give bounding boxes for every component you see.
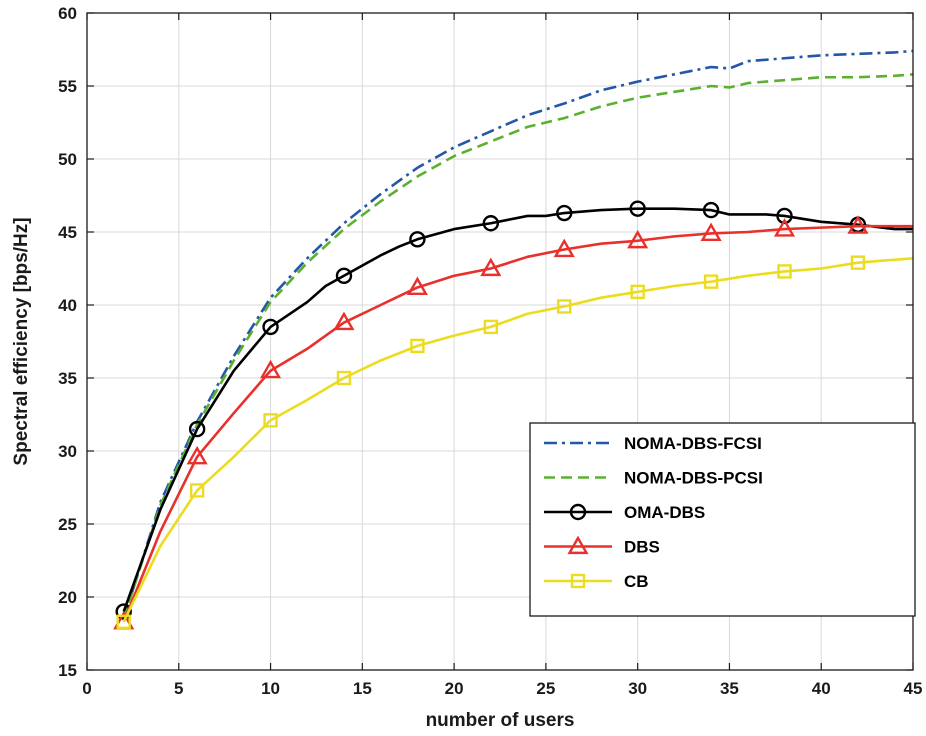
x-tick-label: 25	[536, 679, 555, 698]
legend-marker	[567, 535, 589, 555]
data-point-marker	[262, 318, 279, 336]
data-point-marker	[116, 614, 131, 630]
data-point-marker	[630, 284, 645, 300]
series-oma-dbs	[115, 200, 913, 620]
legend-box	[529, 422, 916, 617]
x-tick-label: 40	[812, 679, 831, 698]
legend-item: CB	[544, 572, 649, 591]
legend-item: NOMA-DBS-PCSI	[544, 469, 763, 488]
legend-label: NOMA-DBS-FCSI	[624, 434, 762, 453]
x-axis-label: number of users	[426, 710, 575, 731]
legend-label: DBS	[624, 538, 660, 557]
data-point-marker	[553, 238, 575, 258]
y-tick-label: 60	[58, 4, 77, 23]
data-point-marker	[259, 359, 282, 379]
data-point-marker	[482, 215, 500, 232]
data-point-marker	[480, 257, 502, 277]
tick-labels: 0 5 10 15 20 25 30 35 40 45 15 20 25 30 35 40 45 50 55 60	[58, 4, 922, 698]
data-point-marker	[335, 267, 353, 284]
data-point-marker	[409, 231, 426, 248]
legend-item: OMA-DBS	[544, 503, 705, 522]
series-noma-dbs-pcsi	[122, 73, 914, 620]
y-tick-label: 50	[58, 150, 77, 169]
series-cb	[116, 255, 914, 630]
series-noma-dbs-fcsi	[122, 49, 914, 620]
data-point-marker	[702, 201, 720, 219]
y-tick-label: 40	[58, 296, 77, 315]
x-tick-label: 20	[445, 679, 464, 698]
legend: NOMA-DBS-FCSI NOMA-DBS-PCSI OMA-DBS DBS CB	[529, 422, 916, 617]
data-point-marker	[336, 370, 352, 386]
data-point-marker	[406, 276, 428, 296]
data-point-marker	[410, 338, 425, 354]
data-point-marker	[556, 204, 573, 222]
x-tick-label: 30	[628, 679, 647, 698]
x-tick-label: 45	[904, 679, 923, 698]
legend-item: NOMA-DBS-FCSI	[544, 434, 762, 453]
legend-marker	[569, 503, 587, 521]
data-point-marker	[847, 215, 869, 234]
y-tick-label: 15	[58, 661, 77, 680]
series-line	[122, 207, 913, 613]
y-axis-label: Spectral efficiency [bps/Hz]	[11, 217, 32, 465]
x-tick-label: 35	[720, 679, 739, 698]
series-line	[122, 224, 913, 623]
data-point-marker	[777, 264, 792, 279]
y-tick-label: 30	[58, 442, 77, 461]
y-tick-label: 35	[58, 369, 77, 388]
data-point-marker	[333, 311, 355, 331]
plot-frame	[86, 12, 914, 671]
data-point-marker	[627, 229, 649, 249]
data-point-marker	[186, 445, 208, 465]
data-point-marker	[773, 218, 796, 237]
legend-label: OMA-DBS	[624, 503, 705, 522]
series-line	[122, 49, 914, 620]
legend-label: CB	[624, 572, 649, 591]
x-tick-label: 0	[82, 679, 91, 698]
data-point-marker	[188, 420, 206, 438]
y-tick-label: 20	[58, 588, 77, 607]
series-dbs	[113, 215, 913, 630]
y-tick-label: 25	[58, 515, 77, 534]
data-point-marker	[700, 222, 722, 242]
y-tick-label: 45	[58, 223, 77, 242]
data-point-marker	[483, 319, 499, 335]
y-tick-label: 55	[58, 77, 77, 96]
legend-marker	[570, 573, 586, 589]
data-point-marker	[850, 255, 866, 270]
data-point-marker	[557, 299, 572, 314]
x-tick-label: 15	[353, 679, 372, 698]
data-point-marker	[703, 274, 719, 289]
series-layer	[113, 49, 914, 630]
legend-item: DBS	[544, 535, 660, 557]
series-line	[122, 256, 914, 623]
data-point-marker	[189, 483, 205, 498]
series-line	[122, 73, 914, 620]
x-tick-label: 10	[261, 679, 280, 698]
data-point-marker	[263, 413, 278, 428]
x-tick-label: 5	[174, 679, 183, 698]
data-point-marker	[629, 200, 646, 217]
legend-label: NOMA-DBS-PCSI	[624, 469, 763, 488]
